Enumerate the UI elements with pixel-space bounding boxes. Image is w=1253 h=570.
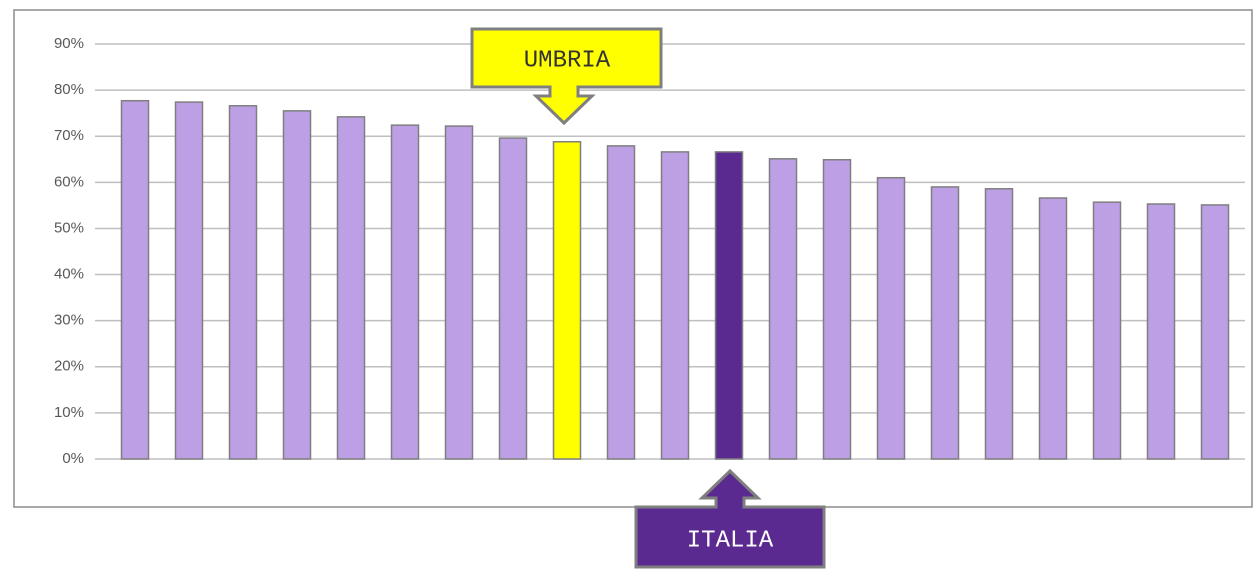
callout-label: UMBRIA xyxy=(524,47,611,74)
plot-area: 0% 10% 20% 30% 40% 50% 60% 70% 80% 90% xyxy=(54,35,1245,467)
bar xyxy=(120,99,150,460)
callout-shape xyxy=(470,27,663,126)
y-tick-label: 40% xyxy=(54,266,84,283)
bar xyxy=(444,125,474,460)
bar xyxy=(930,186,960,460)
bar xyxy=(336,116,366,460)
bar xyxy=(498,137,528,460)
bar xyxy=(282,110,312,460)
callout-shape xyxy=(634,468,826,569)
y-tick-label: 50% xyxy=(54,219,84,236)
bar xyxy=(876,176,906,460)
bar xyxy=(1200,204,1230,460)
bar xyxy=(984,188,1014,460)
bar xyxy=(606,145,636,460)
umbria-callout: UMBRIA xyxy=(470,27,663,126)
bar xyxy=(768,158,798,460)
bar xyxy=(1146,203,1176,460)
callout-label: ITALIA xyxy=(687,527,774,554)
bar xyxy=(228,105,258,460)
y-tick-label: 60% xyxy=(54,173,84,190)
y-tick-label: 0% xyxy=(62,450,84,467)
y-tick-label: 10% xyxy=(54,404,84,421)
bar xyxy=(1038,197,1068,460)
y-tick-label: 20% xyxy=(54,358,84,375)
bar xyxy=(660,151,690,460)
bar xyxy=(1092,201,1122,460)
y-tick-label: 70% xyxy=(54,127,84,144)
bar xyxy=(174,101,204,460)
bar xyxy=(714,151,744,460)
y-tick-label: 30% xyxy=(54,312,84,329)
italia-callout: ITALIA xyxy=(634,468,826,569)
bar xyxy=(390,124,420,460)
bar xyxy=(552,141,582,460)
y-tick-label: 90% xyxy=(54,35,84,52)
bar xyxy=(822,158,852,460)
y-tick-label: 80% xyxy=(54,81,84,98)
